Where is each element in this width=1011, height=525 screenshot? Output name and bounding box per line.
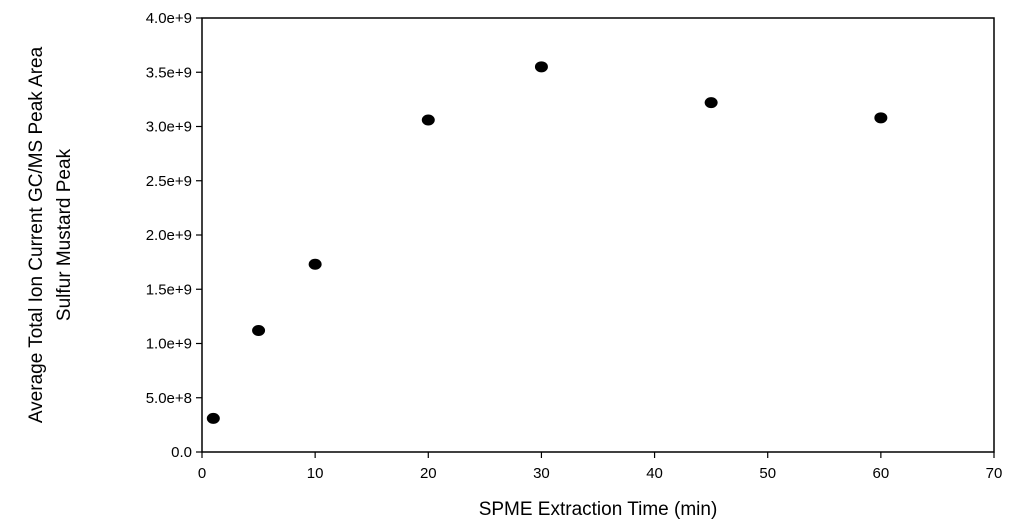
x-tick-label: 40 (646, 465, 663, 482)
data-point (421, 114, 435, 126)
x-tick-label: 20 (420, 465, 437, 482)
x-axis-label: SPME Extraction Time (min) (479, 499, 718, 520)
y-tick-label: 3.0e+9 (146, 119, 192, 136)
x-axis-ticks: 0 10 20 30 40 50 60 70 (198, 452, 1003, 482)
data-point (534, 61, 548, 73)
data-point (874, 112, 888, 124)
data-point (704, 97, 718, 109)
x-tick-label: 10 (307, 465, 324, 482)
x-tick-label: 60 (873, 465, 890, 482)
y-tick-label: 4.0e+9 (146, 10, 192, 27)
y-tick-label: 0.0 (171, 444, 192, 461)
data-point (308, 258, 322, 270)
plot-frame (201, 17, 995, 453)
y-axis-label-line-2: Sulfur Mustard Peak (54, 148, 75, 321)
y-tick-label: 1.0e+9 (146, 336, 192, 353)
x-tick-label: 70 (986, 465, 1003, 482)
y-tick-label: 5.0e+8 (146, 390, 192, 407)
y-axis-label-line-1: Average Total Ion Current GC/MS Peak Are… (26, 46, 47, 423)
data-point (252, 324, 266, 336)
y-axis-label: Average Total Ion Current GC/MS Peak Are… (26, 46, 75, 423)
x-tick-label: 50 (759, 465, 776, 482)
y-tick-label: 2.0e+9 (146, 227, 192, 244)
x-tick-label: 30 (533, 465, 550, 482)
data-points (206, 61, 888, 424)
y-tick-label: 2.5e+9 (146, 173, 192, 190)
y-axis-ticks: 0.0 5.0e+8 1.0e+9 1.5e+9 2.0e+9 2.5e+9 3.0e+9 3… (146, 10, 202, 461)
data-point (206, 412, 220, 424)
x-tick-label: 0 (198, 465, 206, 482)
y-tick-label: 3.5e+9 (146, 64, 192, 81)
y-tick-label: 1.5e+9 (146, 281, 192, 298)
